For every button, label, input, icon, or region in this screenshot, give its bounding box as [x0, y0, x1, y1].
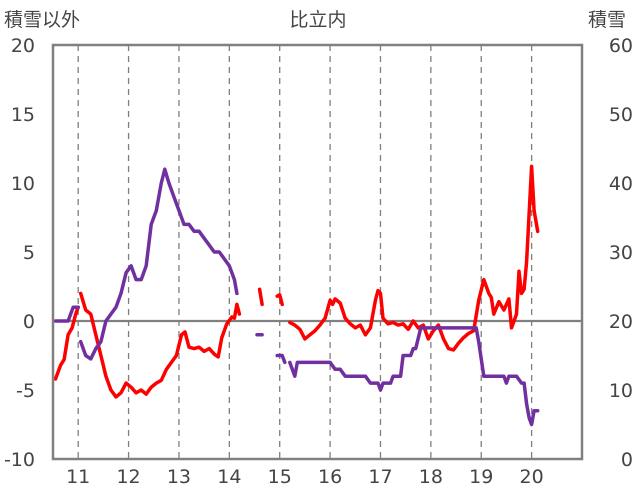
- chart-title: 比立内: [289, 9, 346, 31]
- grid-layer: [53, 45, 582, 459]
- x-tick-label: 16: [318, 466, 342, 488]
- left-y-tick-label: 15: [11, 104, 35, 126]
- right-y-tick-label: 0: [621, 449, 633, 471]
- left-y-tick-label: -5: [16, 380, 35, 402]
- right-y-tick-label: 60: [609, 35, 633, 57]
- series-segment: [288, 326, 540, 427]
- x-tick-label: 19: [469, 466, 493, 488]
- x-tick-label: 12: [116, 466, 140, 488]
- series-line-right-axis: [53, 167, 540, 427]
- right-axis-label: 積雪: [588, 9, 626, 31]
- left-y-tick-label: 0: [23, 311, 35, 333]
- right-y-tick-label: 30: [609, 242, 633, 264]
- right-y-tick-label: 40: [609, 173, 633, 195]
- series-segment: [53, 305, 80, 323]
- series-segment: [53, 305, 80, 381]
- ticks-layer: 11 12 13 14 15 16 17 18 19 2020151050-5-106050403…: [4, 35, 633, 488]
- x-tick-label: 18: [419, 466, 443, 488]
- left-axis-label: 積雪以外: [4, 9, 80, 31]
- right-y-tick-label: 10: [609, 380, 633, 402]
- left-y-tick-label: 10: [11, 173, 35, 195]
- series-segment: [275, 293, 284, 307]
- series-layer: [53, 164, 540, 427]
- series-segment: [288, 164, 540, 352]
- series-segment: [275, 353, 287, 365]
- series-segment: [78, 291, 242, 399]
- series-line-left-axis: [53, 164, 540, 399]
- x-tick-label: 17: [368, 466, 392, 488]
- right-y-tick-label: 50: [609, 104, 633, 126]
- x-tick-label: 13: [167, 466, 191, 488]
- left-y-tick-label: 5: [23, 242, 35, 264]
- x-tick-label: 15: [268, 466, 292, 488]
- plot-frame: [51, 43, 584, 461]
- left-y-tick-label: 20: [11, 35, 35, 57]
- series-segment: [257, 287, 264, 307]
- left-y-tick-label: -10: [4, 449, 35, 471]
- right-y-tick-label: 20: [609, 311, 633, 333]
- x-tick-label: 20: [520, 466, 544, 488]
- x-tick-label: 14: [217, 466, 241, 488]
- series-segment: [78, 167, 239, 361]
- x-tick-label: 11: [66, 466, 90, 488]
